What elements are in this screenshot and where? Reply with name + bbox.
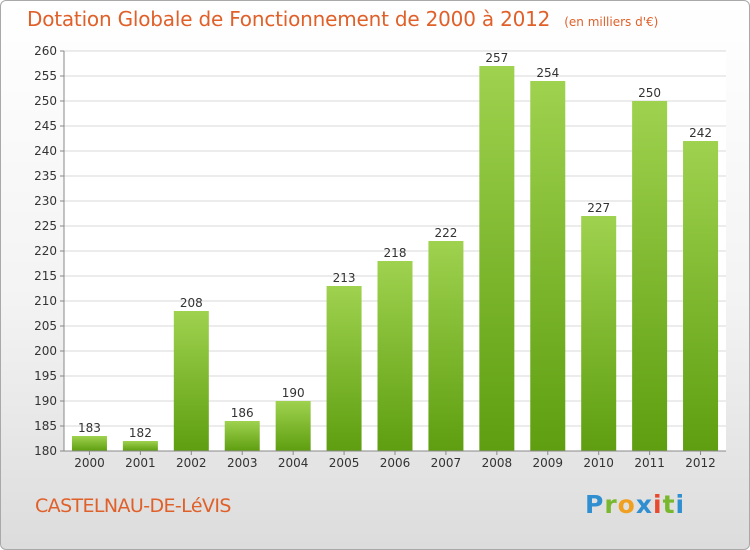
x-tick-label: 2007 — [431, 456, 462, 470]
data-label: 254 — [536, 66, 559, 80]
logo-letter: P — [585, 490, 605, 519]
y-tick-label: 250 — [34, 94, 57, 108]
data-label: 218 — [384, 246, 407, 260]
y-tick-label: 240 — [34, 144, 57, 158]
x-tick-label: 2012 — [685, 456, 716, 470]
y-tick-label: 205 — [34, 319, 57, 333]
logo-letter: i — [653, 490, 663, 519]
data-label: 257 — [485, 51, 508, 65]
bar — [377, 261, 413, 451]
bar — [428, 241, 464, 451]
y-tick-label: 230 — [34, 194, 57, 208]
bar — [632, 101, 668, 451]
bar — [122, 441, 158, 451]
bar — [71, 436, 107, 451]
y-tick-label: 195 — [34, 369, 57, 383]
y-tick-label: 225 — [34, 219, 57, 233]
data-label: 208 — [180, 296, 203, 310]
axes: 180 185 190 195 200 205 210 215 220 225 230 235 240 2… — [34, 44, 726, 470]
bar — [275, 401, 311, 451]
x-tick-label: 2006 — [380, 456, 411, 470]
title-unit-note: (en milliers d'€) — [564, 15, 659, 29]
data-label: 190 — [282, 386, 305, 400]
y-tick-label: 255 — [34, 69, 57, 83]
logo-letter: r — [604, 490, 618, 519]
x-tick-label: 2008 — [482, 456, 513, 470]
x-tick-label: 2003 — [227, 456, 258, 470]
data-label: 242 — [689, 126, 712, 140]
y-tick-label: 215 — [34, 269, 57, 283]
x-tick-label: 2001 — [125, 456, 156, 470]
commune-name: CASTELNAU-DE-LéVIS — [35, 495, 231, 517]
logo-letter: x — [635, 490, 653, 519]
y-tick-label: 190 — [34, 394, 57, 408]
data-label: 183 — [78, 421, 101, 435]
bar — [224, 421, 260, 451]
y-tick-label: 260 — [34, 44, 57, 58]
data-label: 186 — [231, 406, 254, 420]
x-tick-label: 2000 — [74, 456, 105, 470]
x-tick-label: 2005 — [329, 456, 360, 470]
logo-letter: t — [662, 490, 676, 519]
data-label: 227 — [587, 201, 610, 215]
data-label: 222 — [434, 226, 457, 240]
y-tick-label: 200 — [34, 344, 57, 358]
x-tick-label: 2004 — [278, 456, 309, 470]
bar — [173, 311, 209, 451]
bar — [326, 286, 362, 451]
y-tick-label: 235 — [34, 169, 57, 183]
y-tick-label: 185 — [34, 419, 57, 433]
bar — [479, 66, 515, 451]
bar — [581, 216, 617, 451]
chart-title: Dotation Globale de Fonctionnement de 20… — [27, 7, 658, 31]
logo-letter: i — [675, 490, 686, 519]
x-tick-label: 2009 — [532, 456, 563, 470]
bar — [683, 141, 719, 451]
data-label: 213 — [333, 271, 356, 285]
title-main: Dotation Globale de Fonctionnement de 20… — [27, 7, 551, 31]
y-tick-label: 180 — [34, 444, 57, 458]
logo-letter: o — [617, 490, 636, 519]
bar — [530, 81, 566, 451]
y-tick-label: 245 — [34, 119, 57, 133]
x-tick-label: 2011 — [634, 456, 665, 470]
bars: 183 182 208 186 190 213 218 222 257 254 227 250 242 — [71, 51, 719, 451]
x-tick-label: 2002 — [176, 456, 207, 470]
y-tick-label: 220 — [34, 244, 57, 258]
data-label: 250 — [638, 86, 661, 100]
data-label: 182 — [129, 426, 152, 440]
y-tick-label: 210 — [34, 294, 57, 308]
x-tick-label: 2010 — [583, 456, 614, 470]
proxiti-logo: Proxiti — [585, 490, 685, 519]
